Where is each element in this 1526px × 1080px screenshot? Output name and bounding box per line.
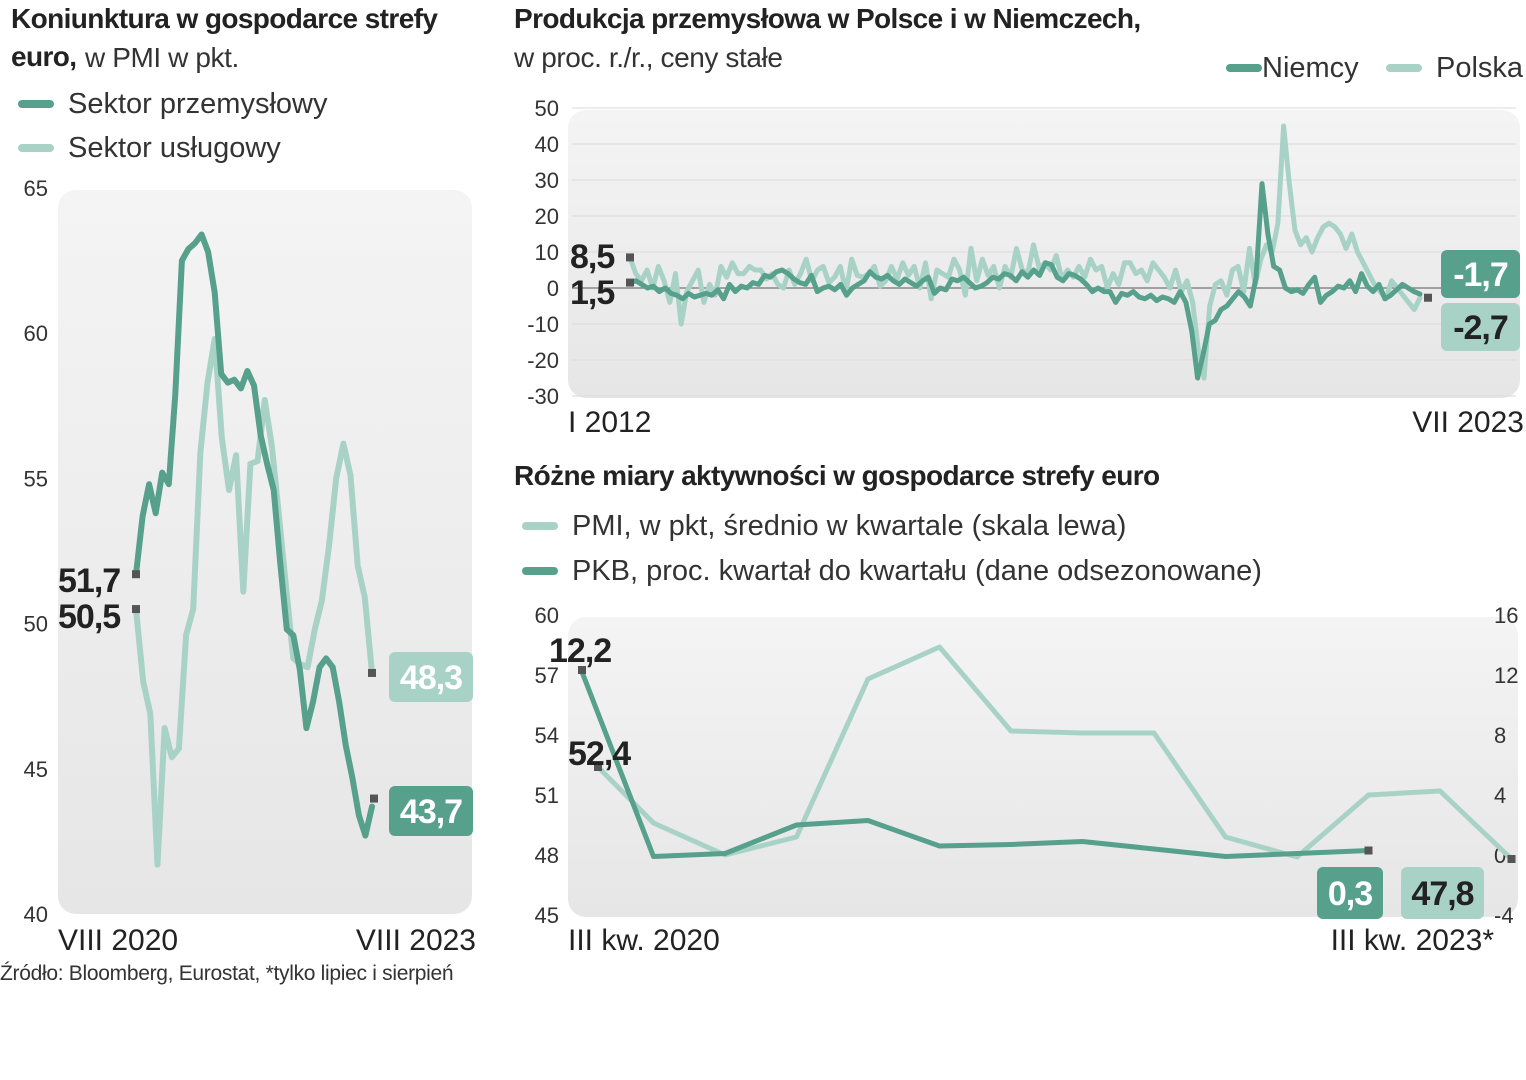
y-tick-label-left: 60 (535, 603, 559, 628)
end-label-pmi: 47,8 (1411, 875, 1473, 913)
y-tick-label: 50 (24, 612, 48, 637)
end-label-gdp: 0,3 (1328, 875, 1372, 913)
chart2-panel (568, 110, 1520, 398)
end-label-services-box (389, 652, 473, 702)
start-marker (132, 605, 140, 614)
y-tick-label-left: 48 (535, 843, 559, 868)
start-marker (626, 278, 634, 287)
start-label-industry: 51,7 (58, 562, 120, 600)
y-tick-label: 60 (24, 321, 48, 346)
series-gdp-line (579, 669, 1371, 859)
start-label-gdp: 12,2 (549, 632, 611, 670)
y-tick-label: -20 (527, 348, 559, 373)
y-tick-label: 65 (24, 176, 48, 201)
y-tick-label-right: 8 (1494, 723, 1506, 748)
legend-swatch-dark (522, 567, 558, 575)
y-tick-label-left: 54 (535, 723, 559, 748)
series-poland-line (627, 123, 1423, 381)
y-tick-label: 40 (535, 132, 559, 157)
legend-swatch-light (18, 144, 54, 152)
start-marker (626, 253, 634, 262)
legend-label: PMI, w pkt, średnio w kwartale (skala le… (572, 509, 1127, 542)
x-tick-label: III kw. 2020 (568, 924, 720, 957)
x-tick-label: VII 2023 (1412, 406, 1524, 439)
chart2-legend-poland: Polska (1386, 48, 1523, 88)
start-label-services: 50,5 (58, 598, 120, 636)
chart2-subtitle: w proc. r./r., ceny stałe (514, 42, 783, 73)
end-marker (368, 668, 376, 677)
y-tick-label-right: -4 (1494, 903, 1514, 928)
end-label-pmi-box (1401, 867, 1484, 919)
y-tick-label-right: 16 (1494, 603, 1518, 628)
y-tick-label: 20 (535, 204, 559, 229)
start-marker (594, 763, 602, 771)
y-tick-label: 45 (24, 757, 48, 782)
end-marker (1507, 855, 1516, 863)
end-label-germany-box (1441, 250, 1520, 298)
legend-swatch-light (522, 522, 558, 530)
series-germany-line (627, 181, 1423, 381)
chart3-panel (568, 617, 1518, 917)
chart3-legend-pmi: PMI, w pkt, średnio w kwartale (skala le… (522, 506, 1126, 546)
start-label-pmi: 52,4 (568, 735, 631, 773)
legend-swatch-light (1386, 64, 1422, 72)
end-label-services: 48,3 (400, 659, 462, 697)
legend-label: PKB, proc. kwartał do kwartału (dane ods… (572, 554, 1262, 587)
end-marker (1424, 293, 1432, 302)
y-tick-label-right: 4 (1494, 783, 1506, 808)
end-label-gdp-box (1317, 867, 1383, 919)
y-tick-label: 50 (535, 96, 559, 121)
end-label-poland-box (1441, 303, 1520, 351)
start-label-germany: 1,5 (570, 274, 614, 312)
start-marker (578, 666, 586, 674)
y-tick-label: 55 (24, 466, 48, 491)
legend-label: Sektor przemysłowy (68, 87, 328, 120)
y-tick-label: -10 (527, 312, 559, 337)
x-tick-label: VIII 2020 (58, 924, 178, 957)
chart3-legend-gdp: PKB, proc. kwartał do kwartału (dane ods… (522, 551, 1262, 591)
x-tick-label: VIII 2023 (356, 924, 476, 957)
y-tick-label-left: 57 (535, 663, 559, 688)
end-label-industry: 43,7 (400, 793, 462, 831)
y-tick-label: 30 (535, 168, 559, 193)
end-label-industry-box (389, 786, 473, 836)
start-marker (132, 570, 140, 579)
legend-swatch-dark (18, 100, 54, 108)
legend-label: Sektor usługowy (68, 131, 281, 164)
x-tick-label: I 2012 (568, 406, 651, 439)
x-tick-label: III kw. 2023* (1331, 924, 1495, 957)
start-label-poland: 8,5 (570, 238, 614, 276)
end-marker (1364, 846, 1373, 855)
y-tick-label-left: 45 (535, 903, 559, 928)
series-industry-line (133, 231, 375, 839)
y-tick-label: 40 (24, 902, 48, 927)
y-tick-label: 10 (535, 240, 559, 265)
chart2-title: Produkcja przemysłowa w Polsce i w Niemc… (514, 3, 1141, 34)
legend-swatch-dark (1226, 64, 1262, 72)
end-marker (370, 794, 378, 803)
series-services-line (133, 336, 375, 868)
y-tick-label: 0 (547, 276, 559, 301)
end-label-germany: -1,7 (1453, 256, 1508, 294)
chart1-title: Koniunktura w gospodarce strefy euro, (11, 3, 438, 72)
chart1-subtitle-text: w PMI w pkt. (85, 42, 239, 73)
legend-label: Polska (1436, 51, 1524, 84)
chart1-legend-services: Sektor usługowy (18, 128, 281, 168)
y-tick-label-right: 12 (1494, 663, 1518, 688)
source-note: Źródło: Bloomberg, Eurostat, *tylko lipi… (0, 962, 454, 985)
series-pmi-line (595, 644, 1514, 862)
legend-label: Niemcy (1262, 51, 1359, 84)
chart1-legend-industry: Sektor przemysłowy (18, 84, 327, 124)
end-label-poland: -2,7 (1453, 309, 1508, 347)
y-tick-label: -30 (527, 384, 559, 409)
y-tick-label-left: 51 (535, 783, 559, 808)
chart2-legend-germany: Niemcy (1226, 48, 1359, 88)
chart3-title: Różne miary aktywności w gospodarce stre… (514, 460, 1160, 491)
chart1-panel (58, 190, 472, 914)
y-tick-label-right: 0 (1494, 843, 1506, 868)
